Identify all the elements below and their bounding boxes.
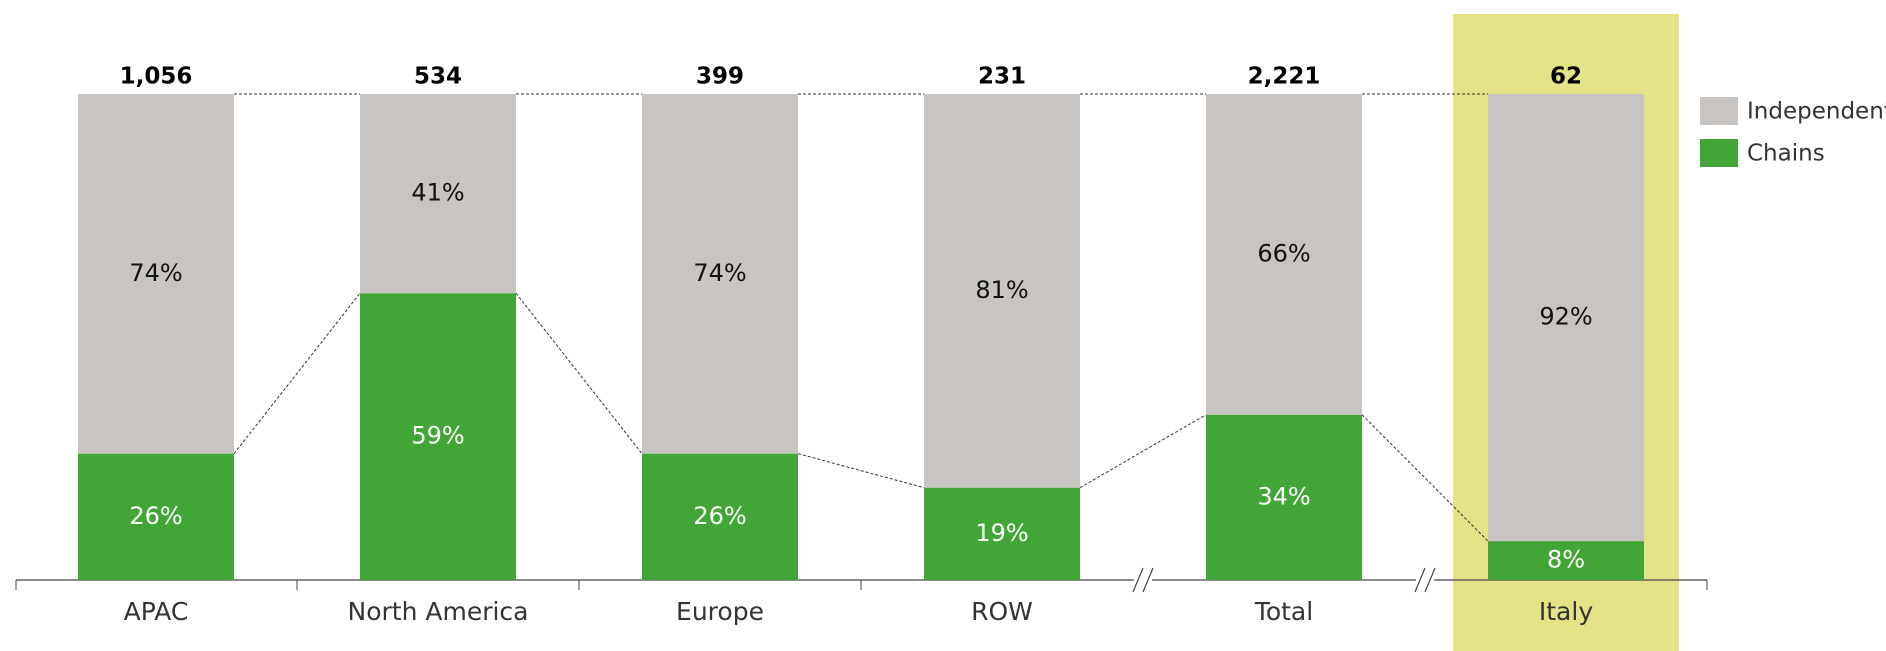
x-tick-label: Europe [676,597,764,626]
connector [797,453,925,489]
bar-segment [360,94,516,294]
axis-break [1142,567,1154,593]
axis-break [1132,567,1144,593]
bar-segment [1206,94,1362,415]
data-label: 59% [411,422,464,450]
bar-segment [924,94,1080,488]
x-tick-label: Total [1254,597,1313,626]
legend-label: Independent [1747,99,1886,125]
bar-segment [1206,414,1362,580]
connector [233,292,361,454]
data-label: 8% [1547,546,1585,574]
axis-break [1424,567,1436,593]
x-tick-label: North America [348,597,529,626]
x-tick-label: Italy [1539,597,1593,626]
legend-swatch [1700,97,1738,125]
data-label: 19% [975,519,1028,547]
data-label: 92% [1539,303,1592,331]
connector [515,292,643,454]
bar-segment [360,293,516,580]
bar-segment [642,94,798,454]
bar-segment [642,453,798,580]
total-label: 62 [1550,64,1582,90]
x-tick-label: ROW [971,597,1033,626]
data-label: 74% [693,259,746,287]
data-label: 74% [129,259,182,287]
axis-break-gap [1416,577,1434,583]
x-tick-label: APAC [124,597,189,626]
connector [1079,414,1207,489]
total-label: 1,056 [120,64,193,90]
data-label: 34% [1257,482,1310,510]
data-label: 26% [129,502,182,530]
data-label: 26% [693,502,746,530]
bar-segment [78,94,234,454]
total-label: 2,221 [1248,64,1321,90]
bar-segment [78,453,234,580]
legend-swatch [1700,139,1738,167]
data-label: 66% [1257,239,1310,267]
axis-break-gap [1134,577,1152,583]
legend-label: Chains [1747,141,1825,167]
bar-segment [924,487,1080,580]
data-label: 81% [975,276,1028,304]
total-label: 231 [978,64,1026,90]
data-label: 41% [411,179,464,207]
total-label: 534 [414,64,462,90]
axis-break [1414,567,1426,593]
total-label: 399 [696,64,744,90]
bar-segment [1488,94,1644,542]
bar-segment [1488,541,1644,580]
